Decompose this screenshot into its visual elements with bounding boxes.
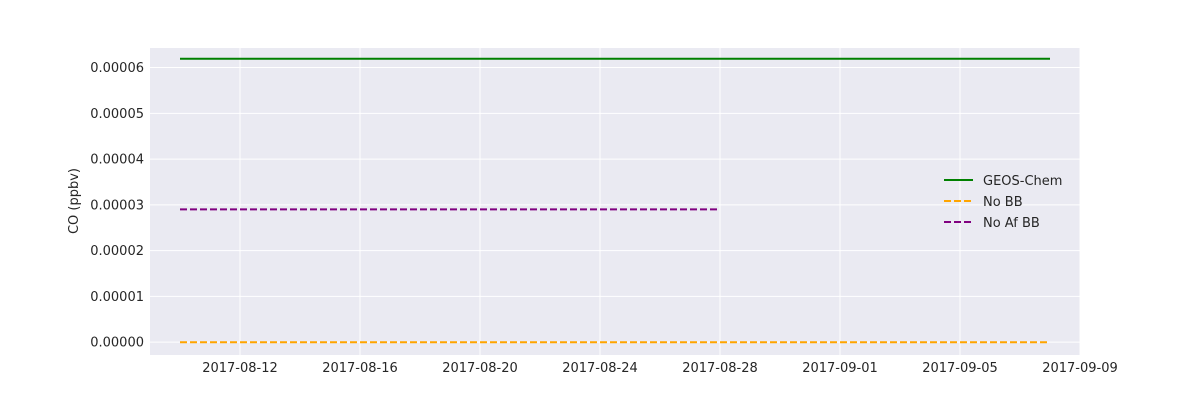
y-tick-label: 0.00003 bbox=[90, 198, 144, 213]
plot-area bbox=[150, 48, 1080, 355]
y-tick-label: 0.00005 bbox=[90, 107, 144, 122]
y-axis-label: CO (ppbv) bbox=[67, 168, 82, 234]
x-tick-label: 2017-09-05 bbox=[922, 361, 998, 376]
x-tick-label: 2017-09-09 bbox=[1042, 361, 1118, 376]
y-tick-label: 0.00006 bbox=[90, 61, 144, 76]
legend: GEOS-Chem No BB No Af BB bbox=[944, 174, 1062, 231]
y-tick-label: 0.00000 bbox=[90, 336, 144, 351]
y-tick-labels: 0.00000 0.00001 0.00002 0.00003 0.00004 0.000… bbox=[90, 61, 144, 351]
series-lines bbox=[180, 57, 1050, 344]
x-tick-label: 2017-08-28 bbox=[682, 361, 758, 376]
x-tick-label: 2017-08-20 bbox=[442, 361, 518, 376]
x-tick-label: 2017-08-16 bbox=[322, 361, 398, 376]
x-tick-label: 2017-08-24 bbox=[562, 361, 638, 376]
y-tick-label: 0.00004 bbox=[90, 153, 144, 168]
y-tick-label: 0.00001 bbox=[90, 290, 144, 305]
legend-label: GEOS-Chem bbox=[983, 174, 1062, 189]
legend-label: No Af BB bbox=[983, 216, 1040, 231]
x-tick-label: 2017-09-01 bbox=[802, 361, 878, 376]
x-tick-labels: 2017-08-12 2017-08-16 2017-08-20 2017-08-24… bbox=[202, 361, 1118, 376]
x-tick-label: 2017-08-12 bbox=[202, 361, 278, 376]
legend-label: No BB bbox=[983, 195, 1023, 210]
y-tick-label: 0.00002 bbox=[90, 244, 144, 259]
